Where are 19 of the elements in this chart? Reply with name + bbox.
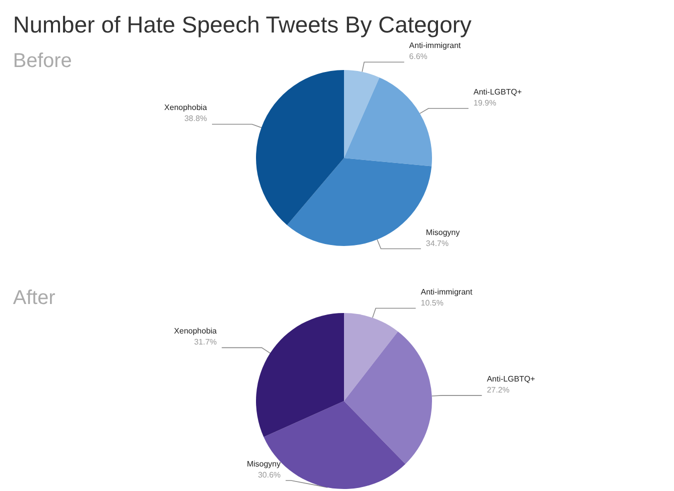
data-label: 34.7% — [426, 238, 449, 248]
slice-label: Misogyny — [246, 460, 281, 468]
slice-label: Xenophobia — [174, 326, 218, 336]
chart-title: After — [13, 287, 56, 309]
slice-label: Anti-LGBTQ+ — [474, 87, 522, 96]
data-label: 27.2% — [486, 385, 510, 394]
data-label: 30.6% — [258, 470, 281, 480]
slice-label: Misogyny — [426, 228, 460, 237]
data-label: 19.9% — [474, 98, 496, 108]
chart-subtitle: Before — [13, 50, 72, 72]
data-label: 6.6% — [409, 52, 428, 62]
data-label: 38.8% — [184, 114, 208, 124]
data-label: 10.5% — [420, 298, 444, 308]
data-label: 31.7% — [194, 338, 217, 347]
chart-title: Number of Hate Speech Tweets By Category — [13, 12, 472, 38]
slice-label: Xenophobia — [164, 103, 208, 112]
slice-label: Anti-immigrant — [409, 41, 462, 50]
slice-label: Anti-LGBTQ+ — [486, 374, 536, 384]
slice-label: Anti-immigrant — [420, 287, 474, 296]
